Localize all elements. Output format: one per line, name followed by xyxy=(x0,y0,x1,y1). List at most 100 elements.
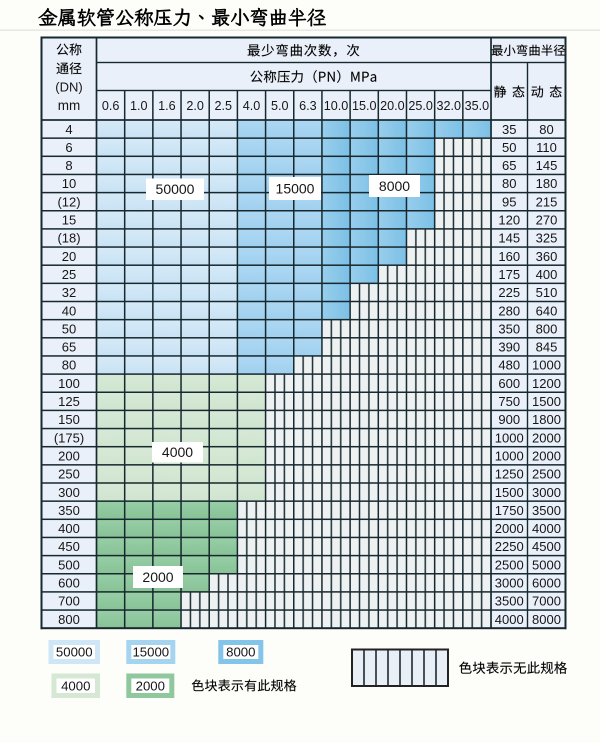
svg-text:15: 15 xyxy=(62,213,76,228)
svg-text:1500: 1500 xyxy=(495,485,524,500)
svg-text:390: 390 xyxy=(498,340,520,355)
svg-text:2500: 2500 xyxy=(532,467,561,482)
svg-text:80: 80 xyxy=(62,358,76,373)
svg-text:510: 510 xyxy=(536,285,558,300)
svg-text:215: 215 xyxy=(536,194,558,209)
svg-text:350: 350 xyxy=(498,321,520,336)
svg-text:8000: 8000 xyxy=(226,645,255,660)
svg-text:1000: 1000 xyxy=(532,358,561,373)
svg-text:95: 95 xyxy=(502,194,516,209)
svg-text:32: 32 xyxy=(62,285,76,300)
svg-text:1250: 1250 xyxy=(495,467,524,482)
svg-text:4000: 4000 xyxy=(162,444,193,460)
svg-text:145: 145 xyxy=(536,158,558,173)
svg-text:1.0: 1.0 xyxy=(130,99,148,113)
svg-text:25.0: 25.0 xyxy=(408,99,433,113)
svg-text:145: 145 xyxy=(498,231,520,246)
svg-text:225: 225 xyxy=(498,285,520,300)
svg-text:2000: 2000 xyxy=(532,449,561,464)
svg-text:15000: 15000 xyxy=(276,180,315,196)
svg-text:1200: 1200 xyxy=(532,376,561,391)
svg-text:4000: 4000 xyxy=(61,679,90,694)
svg-text:35.0: 35.0 xyxy=(465,99,490,113)
svg-text:6000: 6000 xyxy=(532,576,561,591)
svg-text:1750: 1750 xyxy=(495,503,524,518)
svg-text:3500: 3500 xyxy=(532,503,561,518)
svg-text:125: 125 xyxy=(58,394,80,409)
svg-text:40: 40 xyxy=(62,303,76,318)
svg-text:600: 600 xyxy=(498,376,520,391)
svg-text:4000: 4000 xyxy=(532,521,561,536)
svg-text:150: 150 xyxy=(58,412,80,427)
svg-text:160: 160 xyxy=(498,249,520,264)
svg-text:640: 640 xyxy=(536,303,558,318)
svg-text:350: 350 xyxy=(58,503,80,518)
svg-text:8: 8 xyxy=(65,158,72,173)
svg-text:325: 325 xyxy=(536,231,558,246)
svg-text:65: 65 xyxy=(62,340,76,355)
svg-text:4000: 4000 xyxy=(495,612,524,627)
svg-text:2000: 2000 xyxy=(142,569,173,585)
svg-text:1000: 1000 xyxy=(495,430,524,445)
svg-text:10.0: 10.0 xyxy=(324,99,349,113)
svg-text:3000: 3000 xyxy=(495,576,524,591)
svg-text:3500: 3500 xyxy=(495,594,524,609)
svg-text:50000: 50000 xyxy=(56,645,93,660)
svg-text:1500: 1500 xyxy=(532,394,561,409)
svg-text:200: 200 xyxy=(58,449,80,464)
svg-text:mm: mm xyxy=(58,98,81,113)
svg-text:7000: 7000 xyxy=(532,594,561,609)
svg-text:35: 35 xyxy=(502,122,516,137)
svg-text:1.6: 1.6 xyxy=(158,99,176,113)
svg-text:50000: 50000 xyxy=(156,181,195,197)
svg-text:2250: 2250 xyxy=(495,539,524,554)
svg-text:2.5: 2.5 xyxy=(215,99,233,113)
svg-text:700: 700 xyxy=(58,594,80,609)
svg-text:800: 800 xyxy=(536,321,558,336)
svg-text:180: 180 xyxy=(536,176,558,191)
svg-text:2000: 2000 xyxy=(495,521,524,536)
svg-text:1800: 1800 xyxy=(532,412,561,427)
svg-text:5000: 5000 xyxy=(532,557,561,572)
svg-text:15000: 15000 xyxy=(132,645,169,660)
svg-text:5.0: 5.0 xyxy=(271,99,289,113)
svg-text:100: 100 xyxy=(58,376,80,391)
svg-text:32.0: 32.0 xyxy=(437,99,462,113)
svg-text:450: 450 xyxy=(58,539,80,554)
svg-text:845: 845 xyxy=(536,340,558,355)
svg-text:2500: 2500 xyxy=(495,557,524,572)
svg-text:480: 480 xyxy=(498,358,520,373)
svg-text:2000: 2000 xyxy=(136,679,165,694)
svg-text:2000: 2000 xyxy=(532,430,561,445)
svg-text:4.0: 4.0 xyxy=(243,99,261,113)
svg-text:4500: 4500 xyxy=(532,539,561,554)
svg-text:1000: 1000 xyxy=(495,449,524,464)
svg-text:8000: 8000 xyxy=(532,612,561,627)
svg-text:360: 360 xyxy=(536,249,558,264)
svg-text:800: 800 xyxy=(58,612,80,627)
svg-text:250: 250 xyxy=(58,467,80,482)
svg-text:400: 400 xyxy=(58,521,80,536)
svg-text:270: 270 xyxy=(536,213,558,228)
svg-text:80: 80 xyxy=(502,176,516,191)
svg-text:3000: 3000 xyxy=(532,485,561,500)
svg-text:25: 25 xyxy=(62,267,76,282)
svg-text:175: 175 xyxy=(498,267,520,282)
svg-text:300: 300 xyxy=(58,485,80,500)
svg-text:65: 65 xyxy=(502,158,516,173)
svg-text:6: 6 xyxy=(65,140,72,155)
svg-text:110: 110 xyxy=(536,140,557,155)
svg-text:280: 280 xyxy=(498,303,520,318)
svg-text:900: 900 xyxy=(498,412,520,427)
svg-text:(18): (18) xyxy=(57,231,80,246)
svg-text:(175): (175) xyxy=(54,430,84,445)
svg-text:8000: 8000 xyxy=(379,178,410,194)
svg-text:2.0: 2.0 xyxy=(186,99,204,113)
svg-text:80: 80 xyxy=(539,122,553,137)
svg-text:400: 400 xyxy=(536,267,558,282)
svg-text:20.0: 20.0 xyxy=(380,99,405,113)
svg-text:120: 120 xyxy=(498,213,520,228)
svg-text:10: 10 xyxy=(62,176,76,191)
svg-text:(DN): (DN) xyxy=(55,79,82,94)
svg-text:500: 500 xyxy=(58,557,80,572)
